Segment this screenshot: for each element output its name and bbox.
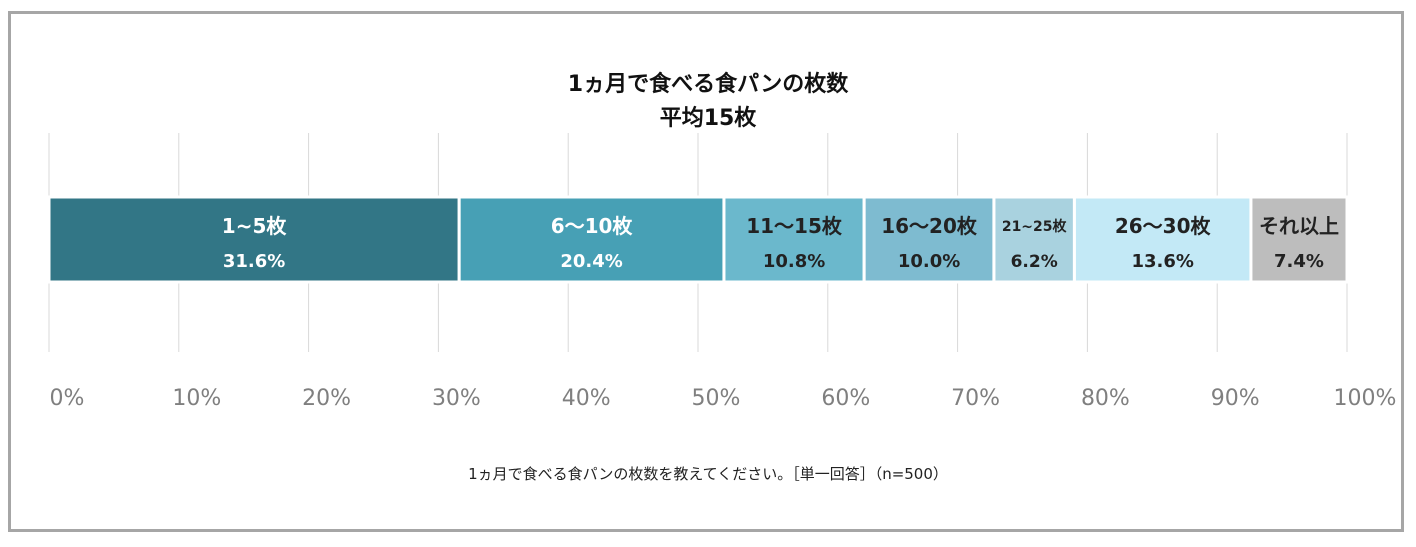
bar-segment [47, 195, 461, 284]
segment-category-label: 11～15枚 [746, 214, 843, 238]
x-tick-label: 100% [1334, 386, 1397, 411]
x-tick-label: 0% [50, 386, 85, 411]
segment-category-label: 6～10枚 [551, 214, 634, 238]
bar-segment [992, 195, 1076, 284]
segment-value-label: 31.6% [223, 251, 285, 272]
bar-segment [1249, 195, 1349, 284]
segment-value-label: 7.4% [1274, 251, 1324, 272]
segment-category-label: 16～20枚 [881, 214, 978, 238]
segment-value-label: 10.8% [763, 251, 825, 272]
chart-subtitle: 平均15枚 [659, 106, 757, 131]
chart-note: 1ヵ月で食べる食パンの枚数を教えてください。［単一回答］（n=500） [468, 465, 948, 483]
x-tick-label: 50% [692, 386, 741, 411]
x-tick-label: 60% [821, 386, 870, 411]
segment-category-label: 26～30枚 [1115, 214, 1212, 238]
segment-category-label: 21~25枚 [1002, 218, 1068, 235]
segment-category-label: 1~5枚 [222, 214, 288, 238]
segment-value-label: 10.0% [898, 251, 960, 272]
chart-title: 1ヵ月で食べる食パンの枚数 [567, 72, 849, 97]
bar-segment [1072, 195, 1253, 284]
x-tick-label: 40% [562, 386, 611, 411]
segment-category-label: それ以上 [1259, 214, 1339, 238]
bar-segment [457, 195, 726, 284]
segment-value-label: 13.6% [1131, 251, 1193, 272]
x-tick-label: 20% [302, 386, 351, 411]
x-tick-label: 90% [1211, 386, 1260, 411]
x-tick-label: 70% [951, 386, 1000, 411]
x-tick-label: 30% [432, 386, 481, 411]
bar-segment [722, 195, 866, 284]
x-tick-label: 80% [1081, 386, 1130, 411]
segment-value-label: 20.4% [560, 251, 622, 272]
x-tick-label: 10% [172, 386, 221, 411]
segment-value-label: 6.2% [1011, 252, 1058, 272]
bar-segment [862, 195, 996, 284]
